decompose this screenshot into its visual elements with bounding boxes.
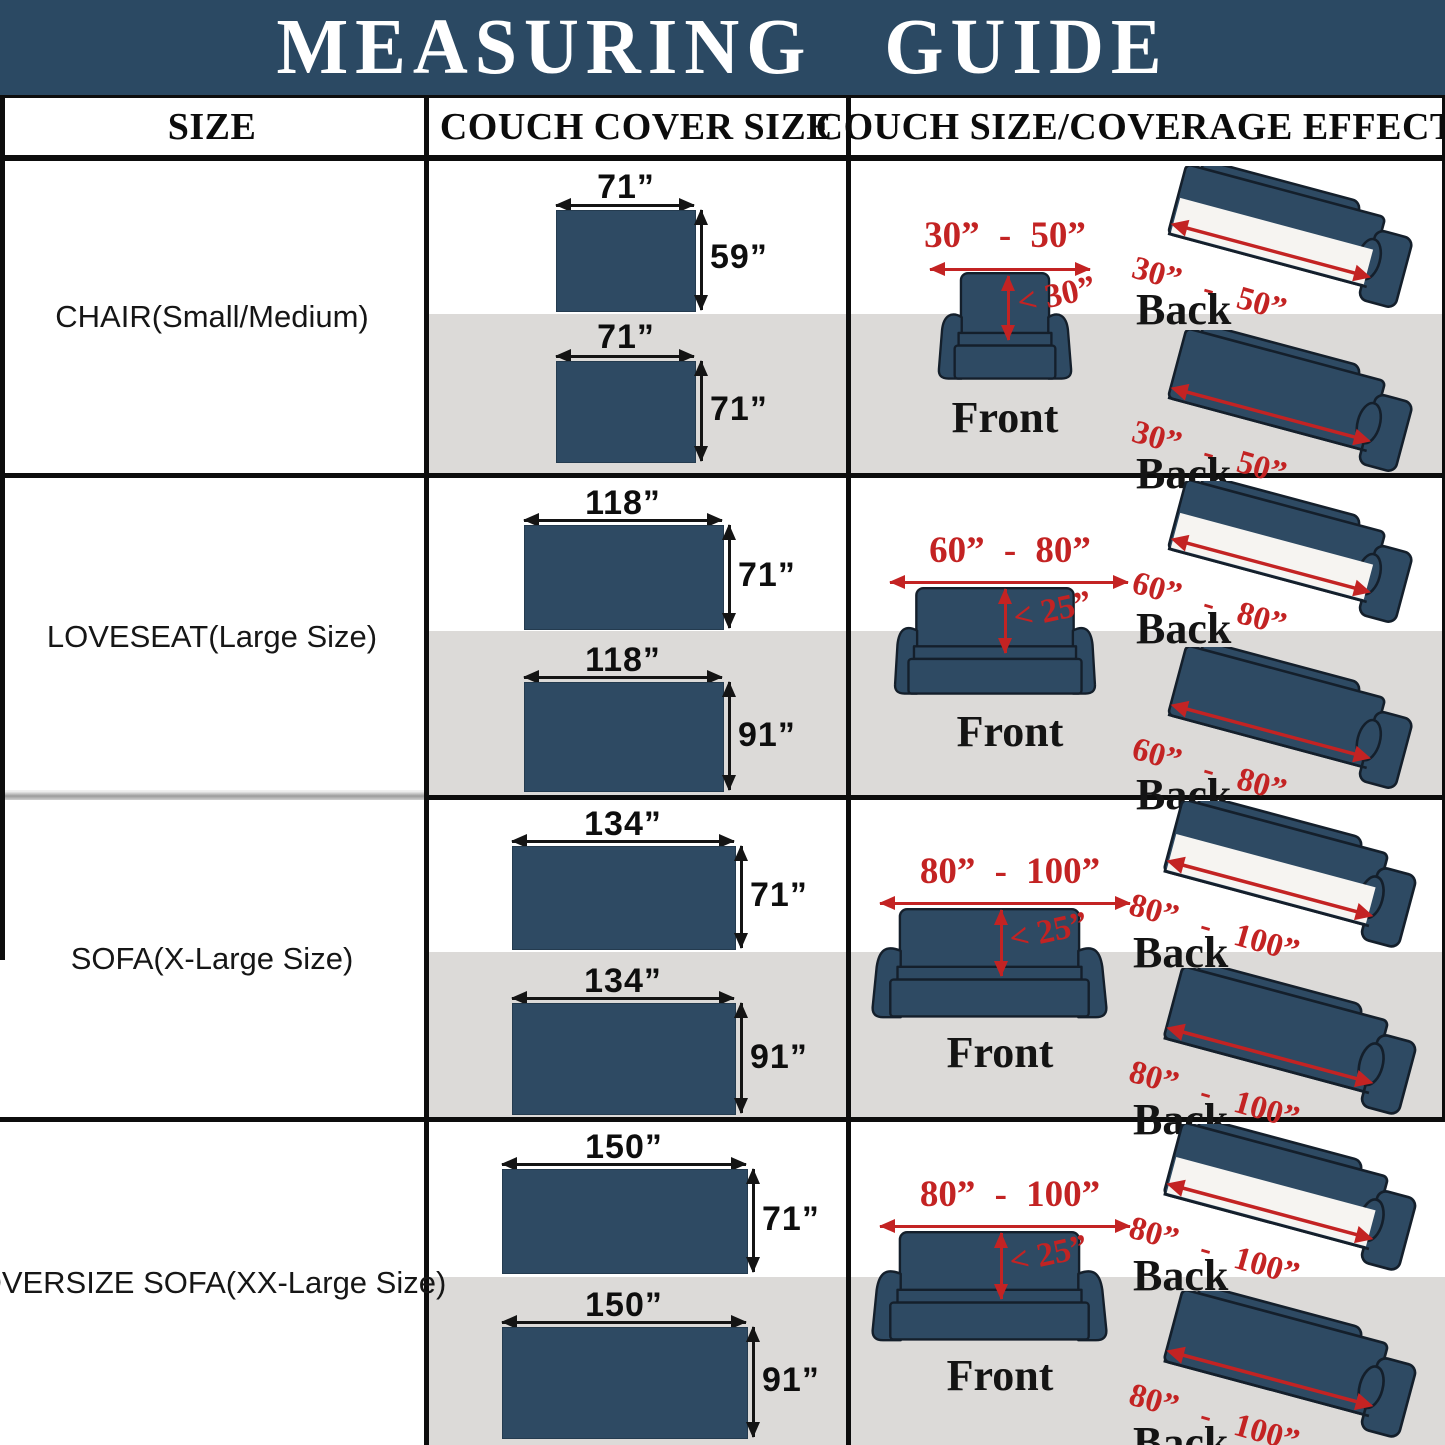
- width-arrow: [511, 834, 735, 848]
- row4-front-label: Front: [946, 1351, 1054, 1400]
- row3-back-full-illustration: 80” - 100” Back: [1125, 968, 1440, 1144]
- row2-cover-bottom-rect: [524, 682, 724, 792]
- row4-cover-bottom-height: 91”: [762, 1361, 820, 1399]
- width-range-arrow: [889, 575, 1129, 589]
- column-header-size: SIZE: [167, 105, 257, 148]
- width-arrow: [523, 670, 723, 684]
- row3-cover-top-rect: [512, 846, 736, 950]
- width-arrow: [555, 349, 695, 363]
- row2-cover-top-rect: [524, 525, 724, 630]
- row1-cover-top-rect: [556, 210, 696, 312]
- height-limit-arrow: [998, 588, 1012, 654]
- row1-cover-top-height: 59”: [710, 238, 768, 276]
- row3-cover-top-width: 134”: [584, 805, 662, 843]
- banner: MEASURING GUIDE: [0, 0, 1445, 95]
- height-limit-arrow: [1001, 275, 1015, 341]
- row4-width-range: 80” - 100”: [919, 1174, 1101, 1215]
- height-arrow: [722, 524, 736, 629]
- row3-cover-bottom-width: 134”: [584, 962, 662, 1000]
- row1-cover-bottom-rect: [556, 361, 696, 463]
- row2-front-label: Front: [956, 707, 1064, 756]
- row4-cover-top-width: 150”: [585, 1128, 663, 1166]
- height-arrow: [746, 1326, 760, 1438]
- row1-back-full-illustration: 30” - 50” Back: [1128, 330, 1438, 498]
- row1-back-label-top: Back: [1136, 285, 1232, 334]
- column-divider-2: [846, 95, 851, 1445]
- width-range-arrow: [879, 896, 1131, 910]
- row2-cover-bottom-height: 91”: [738, 716, 796, 754]
- row3-cover-bottom-height: 91”: [750, 1038, 808, 1076]
- page-title: MEASURING GUIDE: [276, 3, 1169, 91]
- row4-cover-bottom-width: 150”: [585, 1286, 663, 1324]
- height-limit-arrow: [994, 909, 1008, 977]
- column-divider-1: [424, 95, 429, 1445]
- height-arrow: [734, 845, 748, 949]
- row4-cover-top-rect: [502, 1169, 748, 1274]
- row2-cover-top-height: 71”: [738, 556, 796, 594]
- row-divider-1: [0, 473, 1445, 478]
- left-outer-border: [0, 95, 5, 960]
- row1-cover-top-width: 71”: [597, 168, 655, 206]
- row2-back-partial-illustration: 60” - 80” Back: [1128, 481, 1438, 653]
- row3-cover-bottom-rect: [512, 1003, 736, 1115]
- height-arrow: [694, 360, 708, 462]
- row4-size-label: OVERSIZE SOFA(XX-Large Size): [0, 1264, 447, 1300]
- row4-back-full-illustration: 80” - 100” Back: [1125, 1291, 1440, 1445]
- row2-back-full-illustration: 60” - 80” Back: [1128, 647, 1438, 819]
- row4-cover-top-height: 71”: [762, 1200, 820, 1238]
- width-arrow: [523, 513, 723, 527]
- row2-size-label: LOVESEAT(Large Size): [46, 618, 378, 654]
- thead-bottom-border: [0, 155, 1445, 161]
- column-header-cover: COUCH COVER SIZE: [439, 105, 833, 148]
- row2-cover-top-width: 118”: [585, 484, 661, 522]
- row1-width-range: 30” - 50”: [924, 215, 1086, 256]
- row-divider-3: [0, 1117, 1445, 1122]
- right-outer-border: [1442, 95, 1445, 1120]
- width-range-arrow: [879, 1219, 1131, 1233]
- width-arrow: [511, 991, 735, 1005]
- row3-size-label: SOFA(X-Large Size): [70, 940, 354, 976]
- row4-back-partial-illustration: 80” - 100” Back: [1125, 1124, 1440, 1300]
- width-arrow: [501, 1157, 747, 1171]
- row-divider-2-ridge: [0, 790, 427, 800]
- column-header-effects: COUCH SIZE/COVERAGE EFFECTS: [815, 105, 1445, 148]
- thead-top-border: [0, 95, 1445, 98]
- row3-front-label: Front: [946, 1028, 1054, 1077]
- row1-cover-bottom-height: 71”: [710, 390, 768, 428]
- row1-size-label: CHAIR(Small/Medium): [55, 299, 369, 334]
- row1-cover-bottom-width: 71”: [597, 318, 655, 356]
- row3-width-range: 80” - 100”: [919, 851, 1101, 892]
- width-range-arrow: [929, 262, 1091, 276]
- row4-cover-bottom-rect: [502, 1327, 748, 1439]
- row2-back-label-top: Back: [1136, 604, 1232, 653]
- row3-back-partial-illustration: 80” - 100” Back: [1125, 801, 1440, 977]
- height-arrow: [746, 1168, 760, 1273]
- width-arrow: [555, 198, 695, 212]
- row2-cover-bottom-width: 118”: [585, 641, 661, 679]
- height-arrow: [694, 209, 708, 311]
- row1-back-partial-illustration: 30” - 50” Back: [1128, 166, 1438, 334]
- width-arrow: [501, 1315, 747, 1329]
- row2-width-range: 60” - 80”: [929, 530, 1091, 571]
- row1-front-label: Front: [951, 393, 1059, 442]
- height-arrow: [734, 1002, 748, 1114]
- row-divider-2: [424, 795, 1445, 800]
- height-limit-arrow: [994, 1232, 1008, 1300]
- row4-back-label-bottom: Back: [1133, 1418, 1229, 1445]
- row3-cover-top-height: 71”: [750, 876, 808, 914]
- height-arrow: [722, 681, 736, 791]
